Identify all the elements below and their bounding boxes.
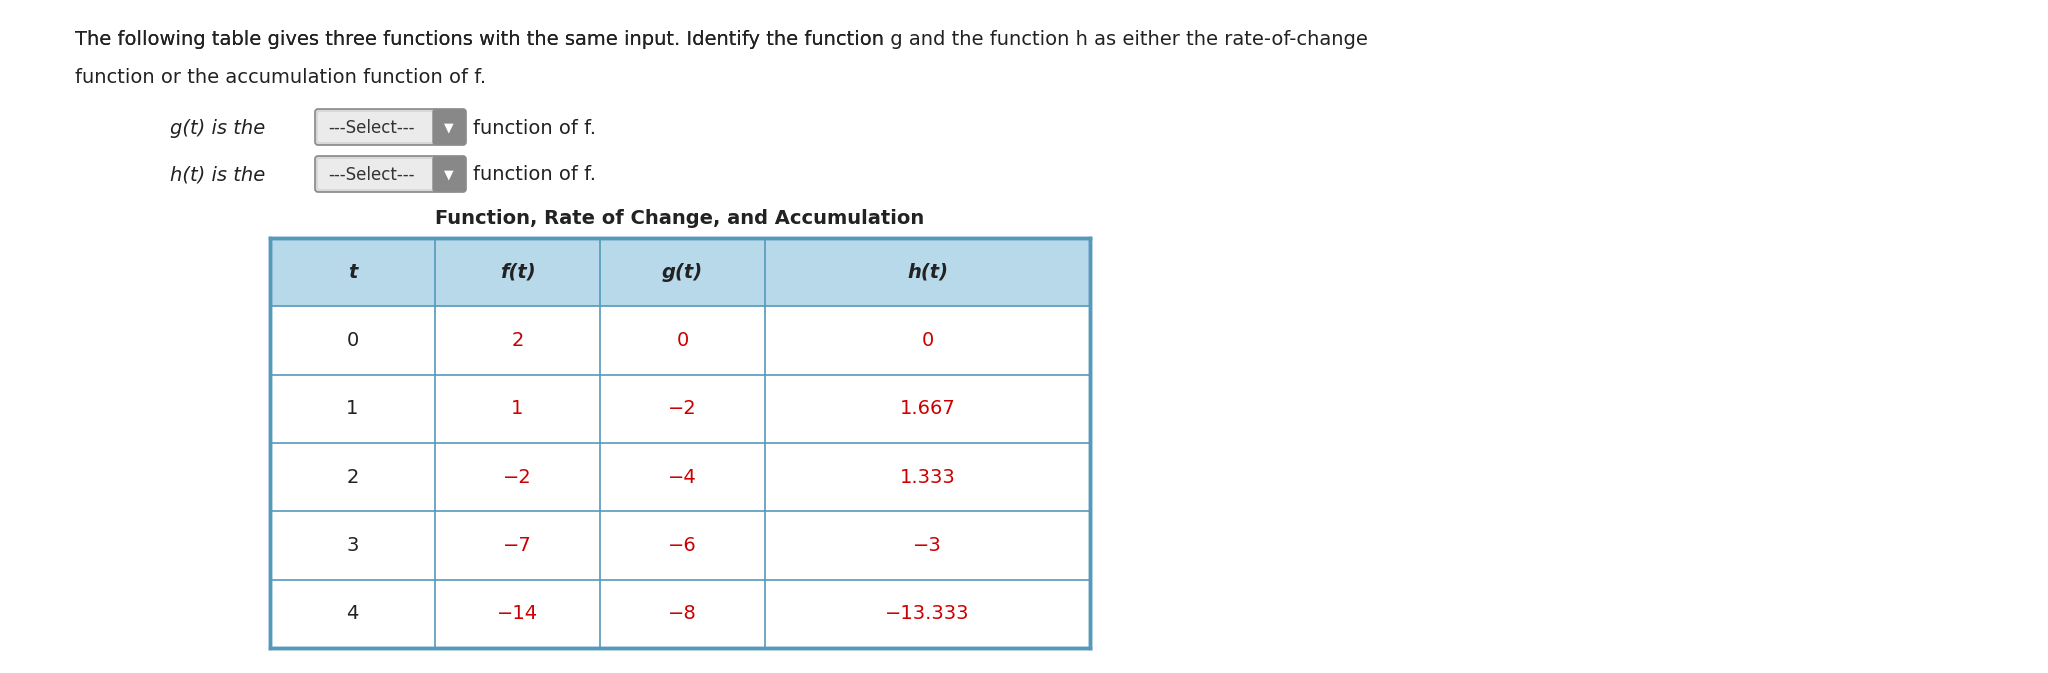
Text: 1.667: 1.667 (899, 399, 954, 419)
Bar (270, 443, 1090, 511)
Text: 0: 0 (922, 331, 934, 350)
Text: function of f.: function of f. (473, 166, 596, 184)
Text: 4: 4 (346, 604, 358, 623)
Text: −6: −6 (668, 536, 696, 555)
Text: g(t): g(t) (662, 262, 702, 282)
Text: 0: 0 (346, 331, 358, 350)
Text: −13.333: −13.333 (885, 604, 971, 623)
Text: −7: −7 (504, 536, 532, 555)
FancyBboxPatch shape (315, 109, 467, 145)
Text: 0: 0 (676, 331, 688, 350)
Text: g(t) is the: g(t) is the (170, 118, 266, 137)
Text: 1: 1 (512, 399, 524, 419)
Text: 2: 2 (346, 468, 358, 487)
Bar (270, 511, 1090, 579)
Text: function of f.: function of f. (473, 118, 596, 137)
Text: 1.333: 1.333 (899, 468, 954, 487)
Text: −3: −3 (913, 536, 942, 555)
Text: 3: 3 (346, 536, 358, 555)
Text: 1: 1 (346, 399, 358, 419)
FancyBboxPatch shape (315, 156, 467, 192)
FancyBboxPatch shape (317, 159, 434, 189)
Text: ▼: ▼ (444, 122, 455, 135)
Bar (270, 238, 1090, 306)
Text: −2: −2 (504, 468, 532, 487)
Text: −2: −2 (668, 399, 696, 419)
Text: ---Select---: ---Select--- (328, 119, 414, 137)
Text: f(t): f(t) (500, 262, 535, 282)
Text: The following table gives three functions with the same input. Identify the func: The following table gives three function… (76, 30, 1368, 49)
Bar (270, 238, 1090, 648)
Text: Function, Rate of Change, and Accumulation: Function, Rate of Change, and Accumulati… (436, 209, 924, 228)
Text: ▼: ▼ (444, 168, 455, 182)
FancyBboxPatch shape (317, 112, 434, 142)
Text: h(t) is the: h(t) is the (170, 166, 266, 184)
Bar (270, 579, 1090, 648)
Text: ---Select---: ---Select--- (328, 166, 414, 184)
Text: −8: −8 (668, 604, 696, 623)
FancyBboxPatch shape (432, 157, 465, 191)
Bar (270, 306, 1090, 375)
Text: The following table gives three functions with the same input. Identify the func: The following table gives three function… (76, 30, 891, 49)
FancyBboxPatch shape (432, 110, 465, 144)
Text: h(t): h(t) (907, 262, 948, 282)
Text: function or the accumulation function of f.: function or the accumulation function of… (76, 68, 485, 87)
Text: 2: 2 (512, 331, 524, 350)
Text: −14: −14 (498, 604, 539, 623)
Bar (270, 375, 1090, 443)
Text: −4: −4 (668, 468, 696, 487)
Text: t: t (348, 262, 356, 282)
